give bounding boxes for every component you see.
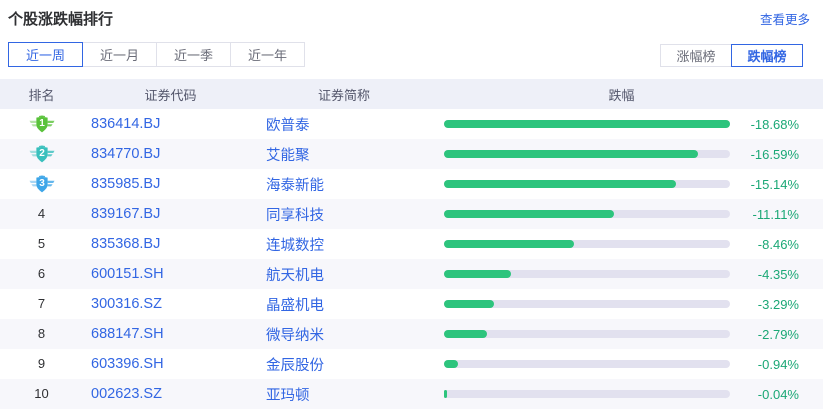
- svg-text:1: 1: [39, 118, 45, 129]
- svg-text:3: 3: [39, 178, 45, 189]
- svg-text:2: 2: [39, 148, 45, 159]
